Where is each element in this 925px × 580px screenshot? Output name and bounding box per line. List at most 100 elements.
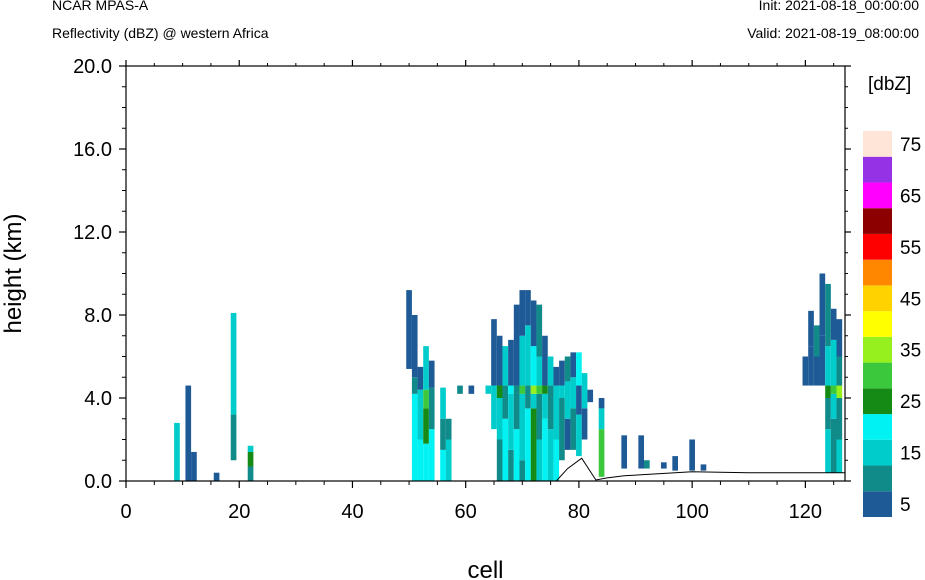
reflectivity-cell xyxy=(496,439,503,481)
y-tick-label: 8.0 xyxy=(84,305,112,327)
colorbar-swatch xyxy=(863,491,892,517)
reflectivity-cell xyxy=(213,472,220,481)
reflectivity-cell xyxy=(836,385,843,398)
reflectivity-cell xyxy=(581,408,588,440)
reflectivity-cell xyxy=(428,429,435,482)
reflectivity-cell xyxy=(576,414,582,457)
reflectivity-cell xyxy=(508,449,514,482)
reflectivity-cell xyxy=(423,408,429,444)
reflectivity-cell xyxy=(836,439,843,473)
reflectivity-cell xyxy=(813,325,820,357)
terrain-line xyxy=(126,457,845,482)
reflectivity-cell xyxy=(836,319,843,357)
colorbar-swatch xyxy=(863,131,892,157)
field-description: Reflectivity (dBZ) @ western Africa xyxy=(52,25,269,41)
reflectivity-cell xyxy=(185,385,192,481)
reflectivity-cell xyxy=(247,466,254,481)
reflectivity-cell xyxy=(525,385,531,409)
reflectivity-cell xyxy=(825,283,831,347)
reflectivity-cell xyxy=(525,408,531,482)
reflectivity-cell xyxy=(621,435,628,469)
reflectivity-cell xyxy=(559,398,565,461)
reflectivity-cell xyxy=(819,335,826,386)
reflectivity-cell xyxy=(830,308,837,340)
reflectivity-cell xyxy=(411,377,418,394)
reflectivity-cell xyxy=(598,398,605,409)
reflectivity-cell xyxy=(423,389,429,409)
reflectivity-cell xyxy=(825,429,831,473)
reflectivity-cell xyxy=(547,356,554,386)
reflectivity-cell xyxy=(417,389,424,440)
reflectivity-cell xyxy=(513,429,520,482)
reflectivity-cell xyxy=(519,393,526,461)
reflectivity-cell xyxy=(559,385,565,398)
colorbar-swatch xyxy=(863,336,892,363)
y-tick-label: 0.0 xyxy=(84,471,112,493)
reflectivity-cell xyxy=(542,335,548,386)
y-tick-label: 20.0 xyxy=(73,56,112,78)
reflectivity-cell xyxy=(174,422,180,481)
reflectivity-cell xyxy=(496,385,503,398)
x-tick-label: 120 xyxy=(789,501,822,523)
reflectivity-cell xyxy=(247,445,254,452)
reflectivity-cell xyxy=(536,439,543,481)
reflectivity-cell xyxy=(502,418,509,481)
reflectivity-cell xyxy=(230,312,237,415)
reflectivity-cell xyxy=(570,377,577,409)
reflectivity-cell xyxy=(519,385,526,394)
reflectivity-cell xyxy=(553,439,560,481)
reflectivity-cell xyxy=(547,385,554,430)
reflectivity-cell xyxy=(638,435,645,469)
reflectivity-cell xyxy=(553,385,560,440)
reflectivity-cell xyxy=(570,408,577,450)
reflectivity-cell xyxy=(525,290,531,326)
reflectivity-cell xyxy=(508,393,514,450)
reflectivity-cell xyxy=(530,408,537,482)
reflectivity-cell xyxy=(564,356,571,382)
reflectivity-cell xyxy=(598,408,605,430)
reflectivity-cell xyxy=(689,439,695,471)
reflectivity-cell xyxy=(581,373,588,409)
reflectivity-cell xyxy=(491,385,497,430)
reflectivity-cell xyxy=(570,352,577,378)
reflectivity-cell xyxy=(672,456,678,471)
reflectivity-cell xyxy=(547,429,554,482)
init-time: Init: 2021-08-18_00:00:00 xyxy=(758,0,919,13)
reflectivity-cell xyxy=(428,360,435,388)
reflectivity-cell xyxy=(808,310,814,347)
reflectivity-cell xyxy=(542,385,548,394)
colorbar-swatch xyxy=(863,362,892,389)
reflectivity-cell xyxy=(530,300,537,347)
colorbar: 5 15 25 35 45 55 65 75 [dbZ] xyxy=(863,74,921,517)
colorbar-label: 65 xyxy=(900,186,921,207)
reflectivity-cell xyxy=(536,304,543,357)
reflectivity-cell xyxy=(428,387,435,430)
y-tick-label: 16.0 xyxy=(73,139,112,161)
reflectivity-cell xyxy=(564,418,571,450)
reflectivity-cell xyxy=(423,346,429,390)
reflectivity-cell xyxy=(576,352,582,386)
reflectivity-cell xyxy=(553,366,560,386)
colorbar-swatch xyxy=(863,465,892,492)
reflectivity-cell xyxy=(819,273,826,336)
reflectivity-cell xyxy=(411,315,418,378)
reflectivity-cell xyxy=(825,346,831,386)
x-tick-label: 0 xyxy=(120,501,131,523)
reflectivity-cell xyxy=(530,385,537,394)
reflectivity-cell xyxy=(513,304,520,386)
reflectivity-cell xyxy=(830,385,837,394)
colorbar-swatch xyxy=(863,285,892,312)
reflectivity-cell xyxy=(417,439,424,481)
reflectivity-cell xyxy=(230,414,237,461)
reflectivity-cell xyxy=(496,335,503,386)
reflectivity-cell xyxy=(519,335,526,386)
reflectivity-cell xyxy=(598,429,605,477)
reflectivity-cell xyxy=(513,385,520,430)
reflectivity-cell xyxy=(830,339,837,386)
y-tick-label: 12.0 xyxy=(73,222,112,244)
reflectivity-cell xyxy=(559,360,565,386)
reflectivity-cell xyxy=(519,290,526,336)
colorbar-swatch xyxy=(863,439,892,466)
reflectivity-cell xyxy=(496,398,503,440)
reflectivity-cell xyxy=(440,418,446,450)
